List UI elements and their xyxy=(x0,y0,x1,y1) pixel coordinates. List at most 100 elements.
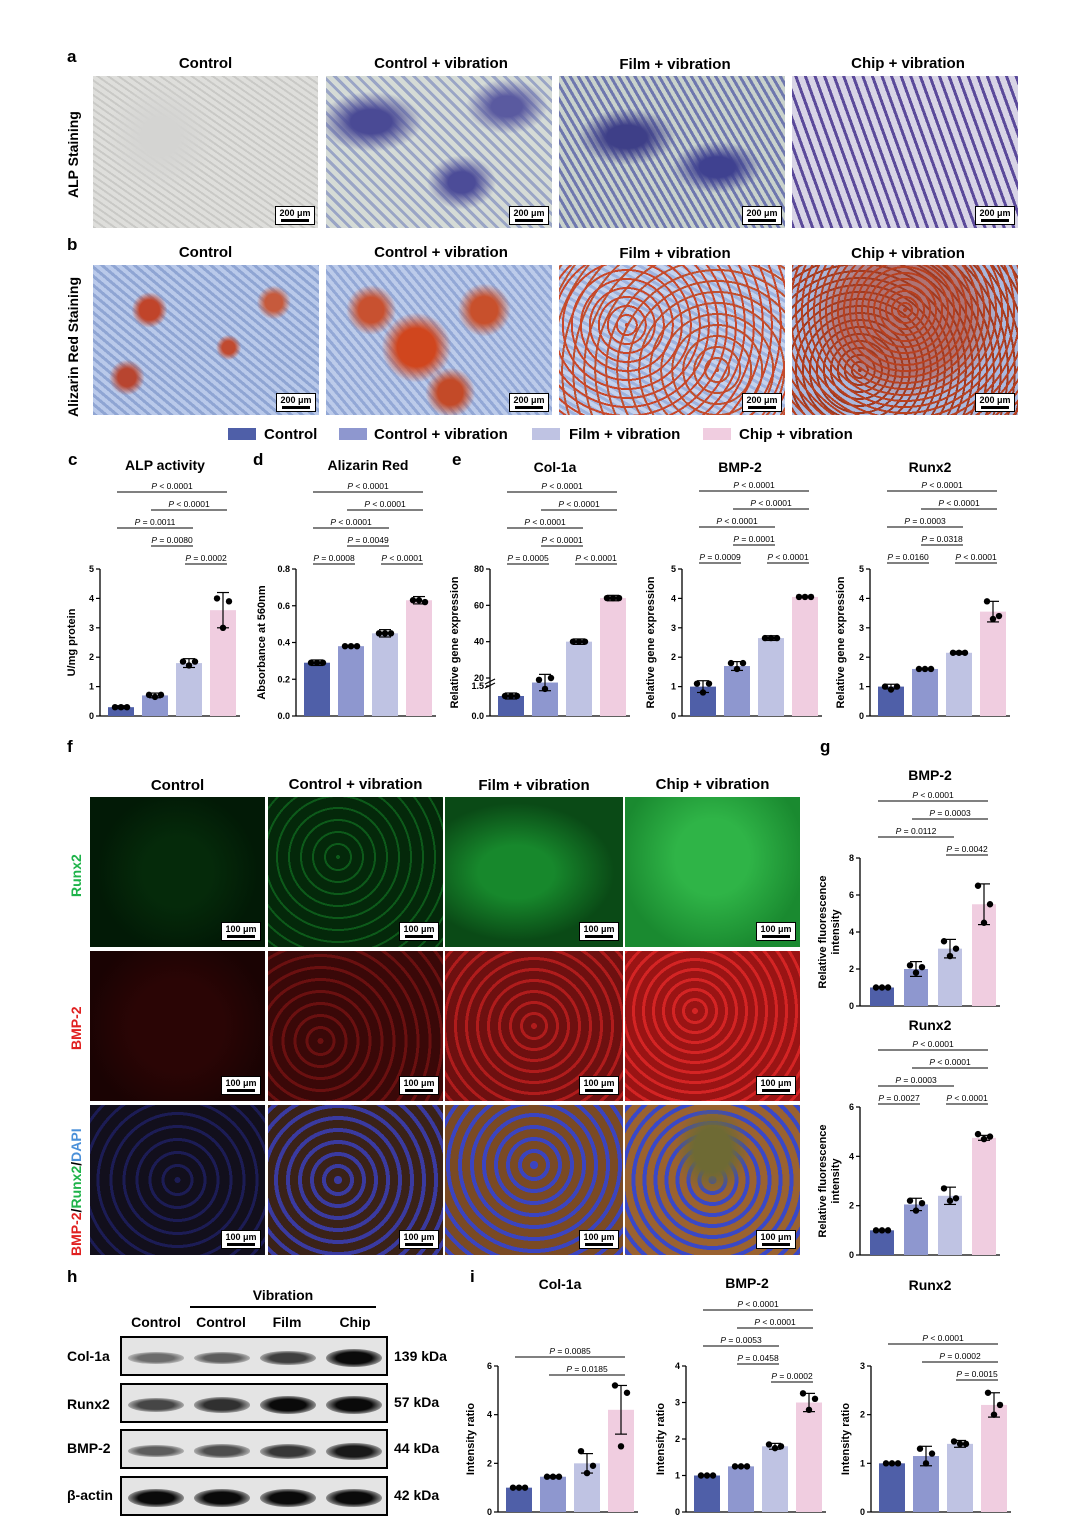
bar xyxy=(694,1475,720,1512)
y-tick-label: 4 xyxy=(849,927,854,937)
wb-vibration-label: Vibration xyxy=(252,1287,314,1303)
data-point xyxy=(501,692,509,700)
col-title-chip-vibration: Chip + vibration xyxy=(655,776,770,793)
y-tick-label: 1 xyxy=(675,1471,680,1481)
data-point xyxy=(915,665,923,673)
data-point xyxy=(709,1472,717,1479)
data-point xyxy=(521,1484,529,1491)
data-point xyxy=(733,665,741,673)
significance-label: P < 0.0001 xyxy=(921,480,963,490)
data-point xyxy=(157,691,165,699)
data-point xyxy=(918,963,926,971)
chart-title-runx2-fl: Runx2 xyxy=(908,1017,952,1033)
alp-image-chip-vibration: 200 μm xyxy=(792,76,1018,228)
y-tick-label: 5 xyxy=(89,564,94,574)
wb-row-label-col1a: Col-1a xyxy=(67,1348,110,1364)
chart-title-alizarin: Alizarin Red xyxy=(327,457,409,473)
data-point xyxy=(878,984,886,991)
data-point xyxy=(799,1390,807,1397)
data-point xyxy=(117,703,125,711)
legend-swatch-chip-vibration xyxy=(703,428,731,440)
y-axis-label: Intensity ratio xyxy=(465,1403,477,1475)
wb-band xyxy=(194,1489,250,1507)
data-point xyxy=(765,1441,773,1448)
scale-bar: 100 μm xyxy=(221,922,261,941)
data-point xyxy=(807,593,815,601)
data-point xyxy=(894,1460,902,1467)
significance-label: P < 0.0001 xyxy=(922,1333,964,1343)
col-title-film-vibration: Film + vibration xyxy=(619,56,731,73)
scale-bar: 100 μm xyxy=(399,922,439,941)
chart-alizarin: 0.0 0.2 0.4 0.6 0.8 Absorbance at 560nm P < 0.… xyxy=(256,481,436,721)
y-tick-label: 4 xyxy=(671,593,676,603)
y-tick-label: 2 xyxy=(859,652,864,662)
data-point xyxy=(949,649,957,656)
data-point xyxy=(878,1227,886,1234)
row-label-runx2: Runx2 xyxy=(68,854,84,897)
data-point xyxy=(922,1460,930,1467)
bar xyxy=(304,662,330,716)
y-tick-label: 5 xyxy=(671,564,676,574)
y-axis-label: Relative gene expression xyxy=(835,576,847,708)
data-point xyxy=(990,1411,998,1418)
significance-label: P = 0.0002 xyxy=(771,1371,813,1381)
y-tick-label: 0.0 xyxy=(471,711,484,721)
data-point xyxy=(983,598,991,605)
bar xyxy=(870,987,894,1006)
bar xyxy=(540,1476,566,1512)
if-bmp2-control: 100 μm xyxy=(90,951,265,1101)
data-point xyxy=(611,1382,619,1389)
significance-label: P < 0.0001 xyxy=(737,1299,779,1309)
y-axis-label: Intensity ratio xyxy=(655,1403,667,1475)
y-axis-label: Intensity ratio xyxy=(840,1403,852,1475)
data-point xyxy=(543,1473,551,1480)
data-point xyxy=(179,658,187,665)
row-label-bmp2: BMP-2 xyxy=(68,1006,84,1050)
y-tick-label: 40 xyxy=(474,637,484,647)
data-point xyxy=(940,938,948,945)
data-point xyxy=(549,1473,557,1480)
bar xyxy=(981,1404,1007,1512)
significance-label: P < 0.0001 xyxy=(347,481,389,491)
legend-swatch-control xyxy=(228,428,256,440)
data-point xyxy=(795,593,803,601)
col-title-chip-vibration: Chip + vibration xyxy=(851,55,965,72)
y-tick-label: 4 xyxy=(89,593,94,603)
data-point xyxy=(888,1460,896,1467)
alp-image-control-vibration: 200 μm xyxy=(326,76,552,228)
data-point xyxy=(615,594,623,602)
significance-label: P < 0.0001 xyxy=(912,1039,954,1049)
legend-label-chip-vibration: Chip + vibration xyxy=(739,426,853,443)
scale-bar: 200 μm xyxy=(276,393,316,412)
alp-image-control: 200 μm xyxy=(93,76,318,228)
data-point xyxy=(995,612,1003,620)
y-tick-label: 0 xyxy=(859,711,864,721)
data-point xyxy=(353,642,361,650)
bar xyxy=(972,1137,996,1255)
y-tick-label: 3 xyxy=(675,1398,680,1408)
scale-bar: 100 μm xyxy=(221,1076,261,1095)
significance-label: P < 0.0001 xyxy=(750,498,792,508)
wb-band xyxy=(326,1489,382,1507)
significance-label: P = 0.0003 xyxy=(929,808,971,818)
significance-label: P = 0.0112 xyxy=(896,826,937,836)
merge-label-slash: / xyxy=(68,1161,84,1166)
chart-runx2-fl: 0 2 4 6 Relative fluorescence intensity P < 0.… xyxy=(818,1039,1000,1259)
wb-band xyxy=(260,1443,316,1459)
bar xyxy=(724,666,750,716)
alizarin-image-control: 200 μm xyxy=(93,265,319,415)
chart-title-col1a: Col-1a xyxy=(533,459,577,475)
alizarin-image-control-vibration: 200 μm xyxy=(326,265,552,415)
chart-title-bmp2-gene: BMP-2 xyxy=(718,459,762,475)
data-point xyxy=(872,1227,880,1234)
data-point xyxy=(974,1130,982,1138)
wb-blot-bmp2 xyxy=(120,1429,388,1469)
wb-band xyxy=(194,1397,250,1413)
y-tick-label: 2 xyxy=(860,1410,865,1420)
significance-label: P < 0.0001 xyxy=(733,480,775,490)
y-tick-label: 2 xyxy=(487,1458,492,1468)
chart-col1a-wb: 0 2 4 6 Intensity ratio P = 0.0085 P = 0.0185 xyxy=(465,1346,638,1517)
panel-label-a: a xyxy=(67,47,77,66)
scale-bar: 200 μm xyxy=(742,206,782,225)
wb-band xyxy=(194,1351,250,1365)
